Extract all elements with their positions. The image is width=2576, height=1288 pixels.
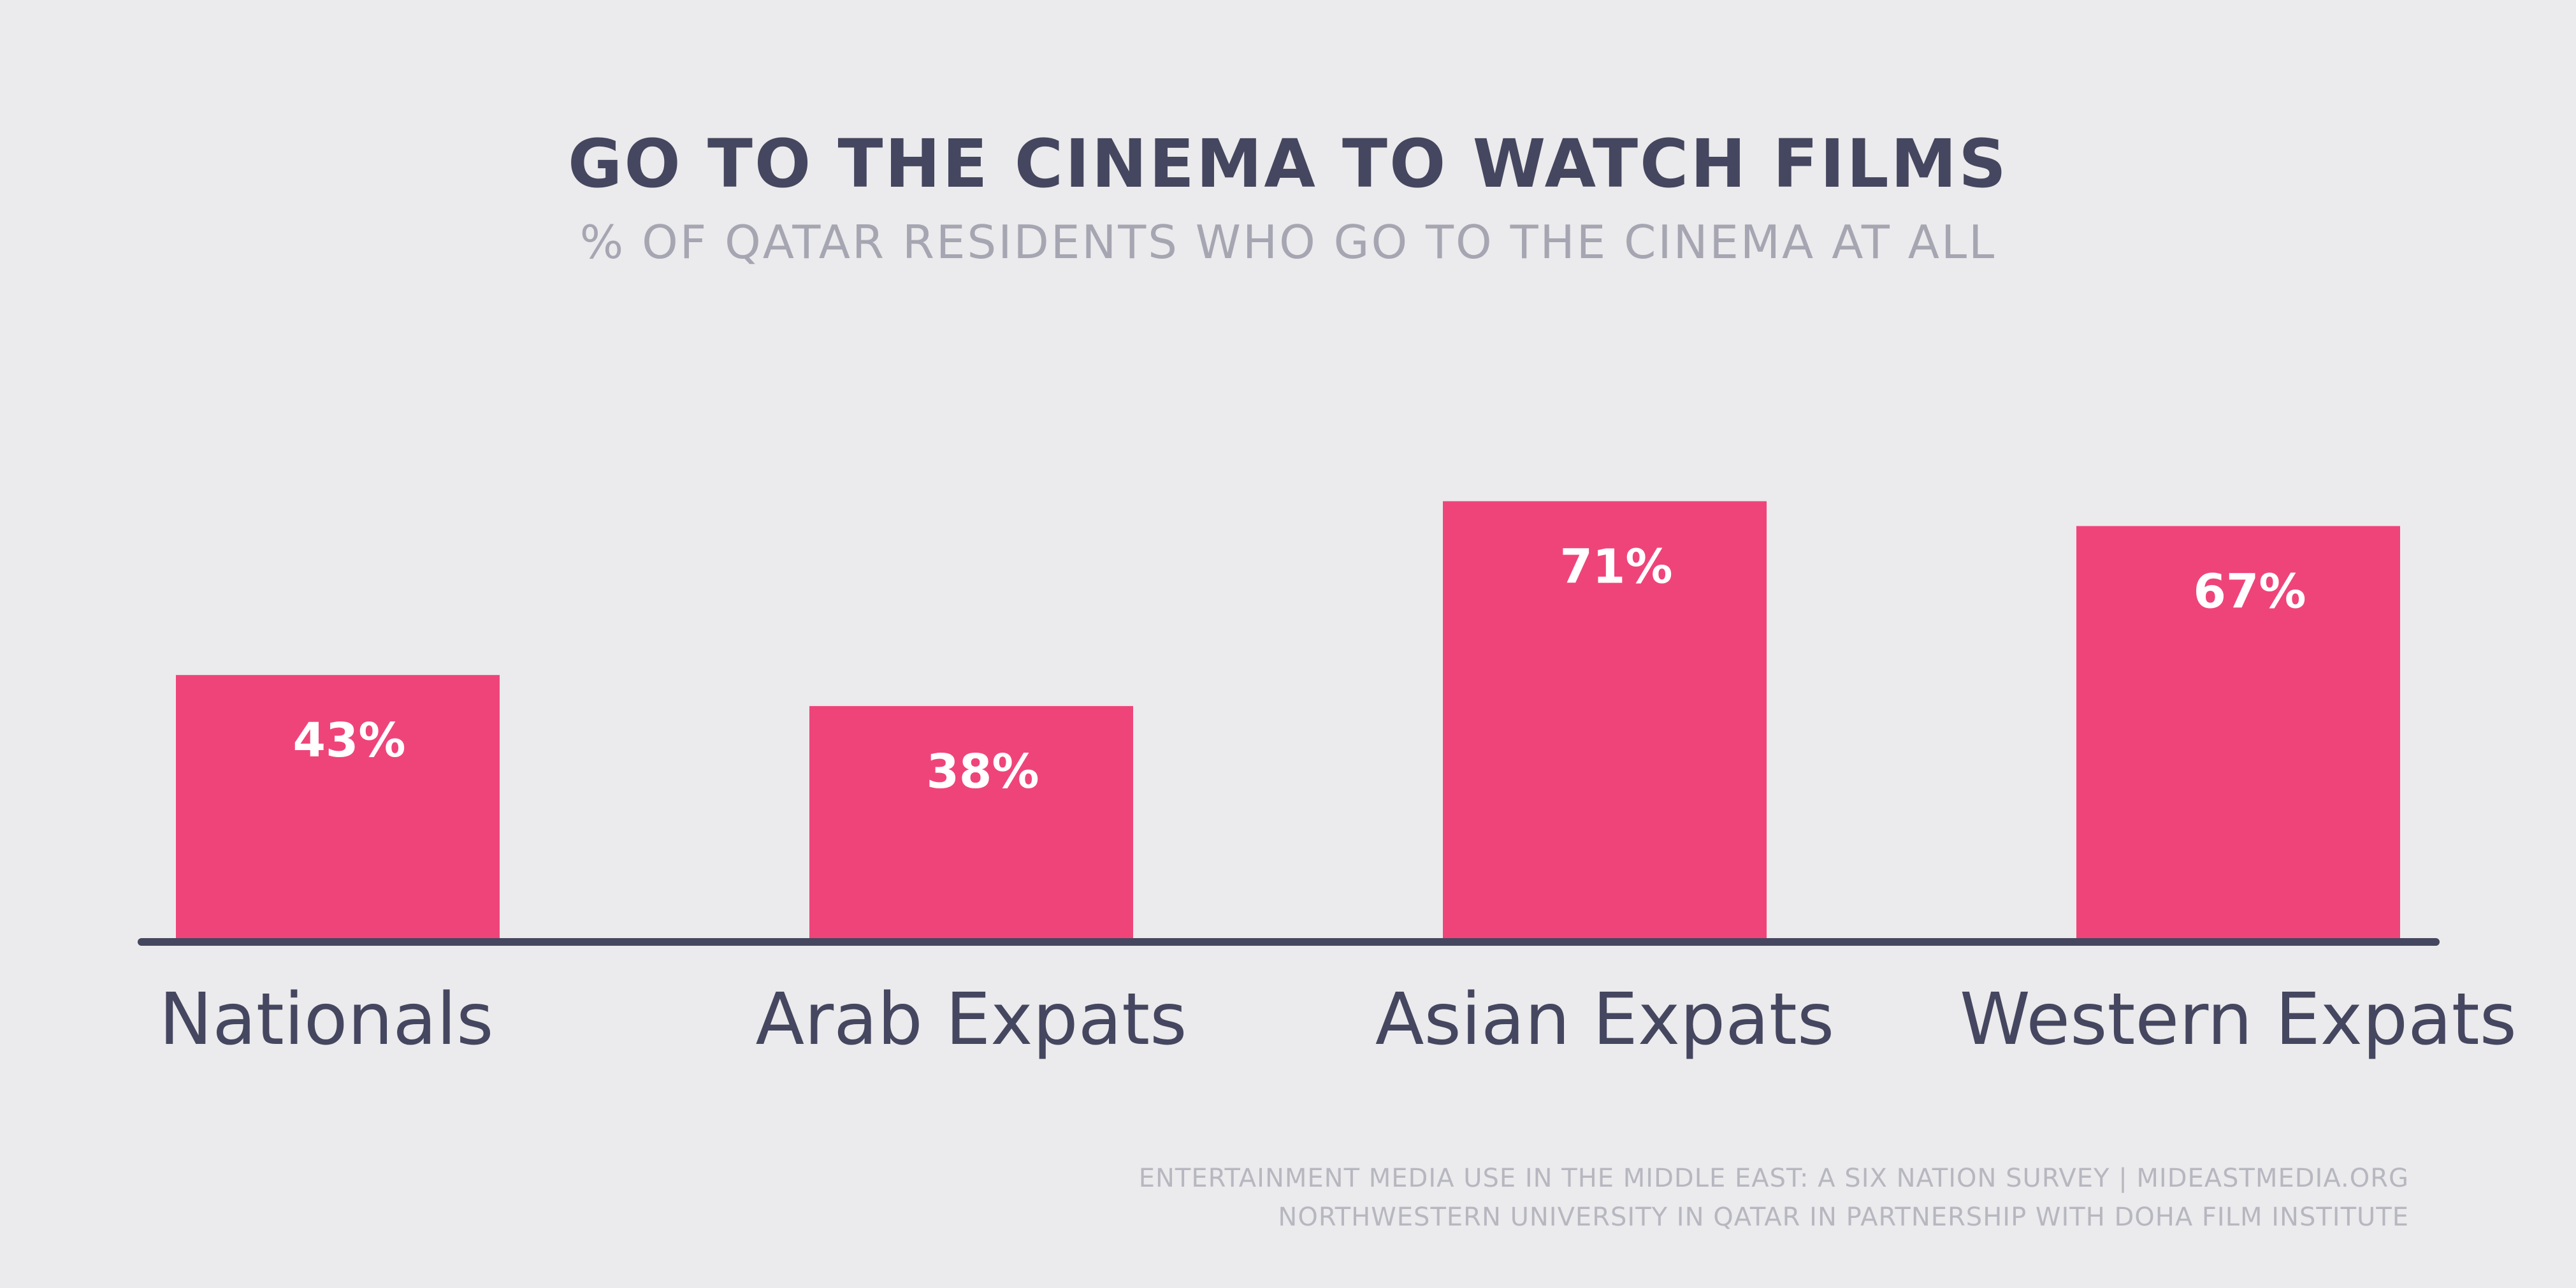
category-label: Asian Expats [1375,978,1834,1061]
category-label: Arab Expats [755,978,1187,1061]
bar [809,706,1133,942]
data-label: 71% [1559,539,1672,594]
category-label: Western Expats [1960,978,2517,1061]
category-label: Nationals [159,978,493,1061]
source-line: ENTERTAINMENT MEDIA USE IN THE MIDDLE EA… [1138,1164,2409,1193]
data-label: 67% [2193,564,2306,619]
bar [176,675,500,942]
chart-title: GO TO THE CINEMA TO WATCH FILMS [568,125,2008,203]
bar [2076,526,2400,942]
data-label: 43% [293,713,405,768]
chart-subtitle: % OF QATAR RESIDENTS WHO GO TO THE CINEM… [579,215,1997,269]
data-label: 38% [926,744,1039,799]
bar [1443,501,1767,942]
credit-line: NORTHWESTERN UNIVERSITY IN QATAR IN PART… [1278,1203,2409,1232]
